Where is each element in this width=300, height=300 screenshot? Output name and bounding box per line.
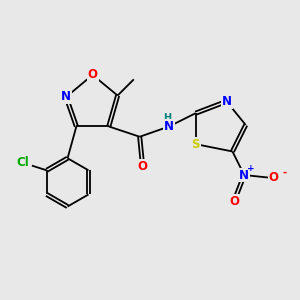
- Text: Cl: Cl: [17, 157, 29, 169]
- Text: O: O: [88, 68, 98, 81]
- Text: O: O: [138, 160, 148, 173]
- Text: O: O: [269, 172, 279, 184]
- Text: +: +: [247, 164, 254, 173]
- Text: N: N: [164, 120, 174, 133]
- Text: -: -: [282, 168, 287, 178]
- Text: H: H: [164, 113, 172, 123]
- Text: N: N: [222, 95, 232, 108]
- Text: N: N: [239, 169, 249, 182]
- Text: N: N: [61, 91, 71, 103]
- Text: O: O: [229, 195, 239, 208]
- Text: S: S: [191, 138, 200, 151]
